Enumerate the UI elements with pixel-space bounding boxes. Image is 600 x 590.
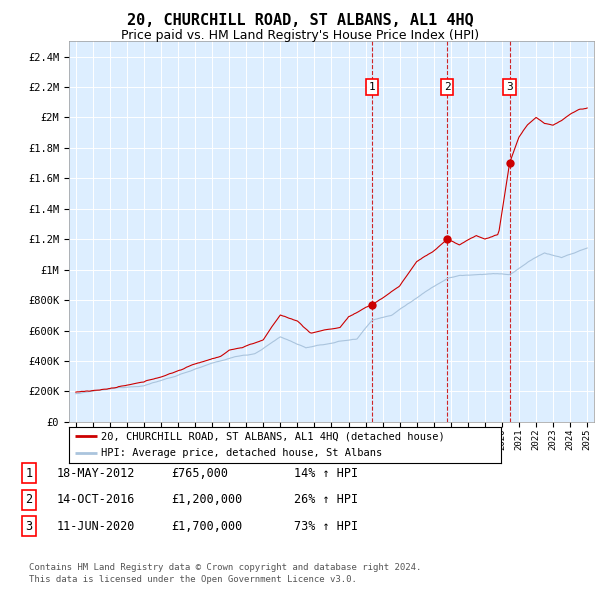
Text: This data is licensed under the Open Government Licence v3.0.: This data is licensed under the Open Gov… [29,575,356,584]
Text: 11-JUN-2020: 11-JUN-2020 [57,520,136,533]
Text: 20, CHURCHILL ROAD, ST ALBANS, AL1 4HQ (detached house): 20, CHURCHILL ROAD, ST ALBANS, AL1 4HQ (… [101,431,445,441]
Text: 14% ↑ HPI: 14% ↑ HPI [294,467,358,480]
Text: 1: 1 [25,467,32,480]
Text: 2: 2 [444,82,451,92]
Text: 2: 2 [25,493,32,506]
Text: £1,700,000: £1,700,000 [171,520,242,533]
Text: 20, CHURCHILL ROAD, ST ALBANS, AL1 4HQ: 20, CHURCHILL ROAD, ST ALBANS, AL1 4HQ [127,13,473,28]
Text: Price paid vs. HM Land Registry's House Price Index (HPI): Price paid vs. HM Land Registry's House … [121,30,479,42]
Text: 3: 3 [25,520,32,533]
Text: 26% ↑ HPI: 26% ↑ HPI [294,493,358,506]
Text: £765,000: £765,000 [171,467,228,480]
Text: 14-OCT-2016: 14-OCT-2016 [57,493,136,506]
Text: HPI: Average price, detached house, St Albans: HPI: Average price, detached house, St A… [101,448,383,458]
Text: 73% ↑ HPI: 73% ↑ HPI [294,520,358,533]
Text: 18-MAY-2012: 18-MAY-2012 [57,467,136,480]
Text: 1: 1 [368,82,376,92]
Text: Contains HM Land Registry data © Crown copyright and database right 2024.: Contains HM Land Registry data © Crown c… [29,563,421,572]
Text: 3: 3 [506,82,513,92]
Text: £1,200,000: £1,200,000 [171,493,242,506]
